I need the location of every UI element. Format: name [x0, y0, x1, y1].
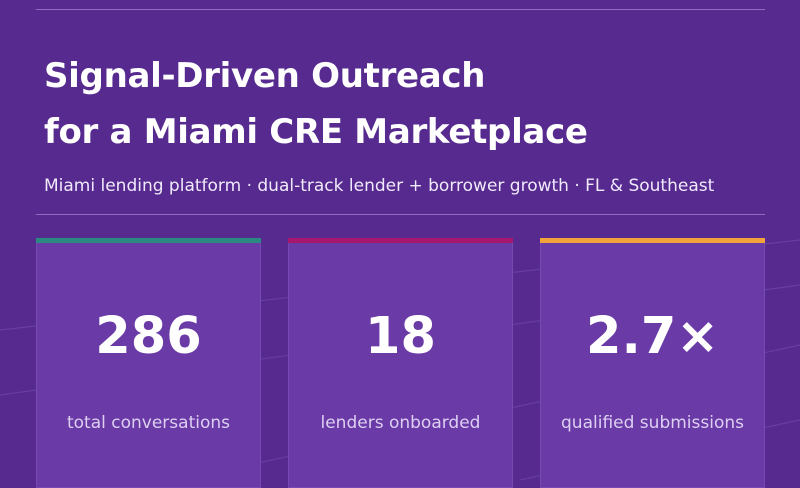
card-accent-bar — [540, 238, 765, 243]
stat-value: 18 — [365, 307, 436, 366]
page-title: Signal-Driven Outreach for a Miami CRE M… — [44, 48, 588, 160]
stat-card-lenders: 18 lenders onboarded — [288, 238, 513, 488]
title-line-2: for a Miami CRE Marketplace — [44, 112, 588, 152]
header-divider — [36, 214, 765, 215]
title-line-1: Signal-Driven Outreach — [44, 56, 486, 96]
stat-value: 286 — [95, 307, 202, 366]
page-subtitle: Miami lending platform · dual-track lend… — [44, 176, 715, 196]
stat-card-conversations: 286 total conversations — [36, 238, 261, 488]
card-accent-bar — [288, 238, 513, 243]
top-divider — [36, 9, 765, 10]
stat-label: total conversations — [66, 413, 230, 433]
stat-card-submissions: 2.7× qualified submissions — [540, 238, 765, 488]
card-accent-bar — [36, 238, 261, 243]
stat-label: lenders onboarded — [320, 413, 481, 433]
stat-value: 2.7× — [585, 307, 720, 366]
stat-label: qualified submissions — [561, 413, 744, 433]
